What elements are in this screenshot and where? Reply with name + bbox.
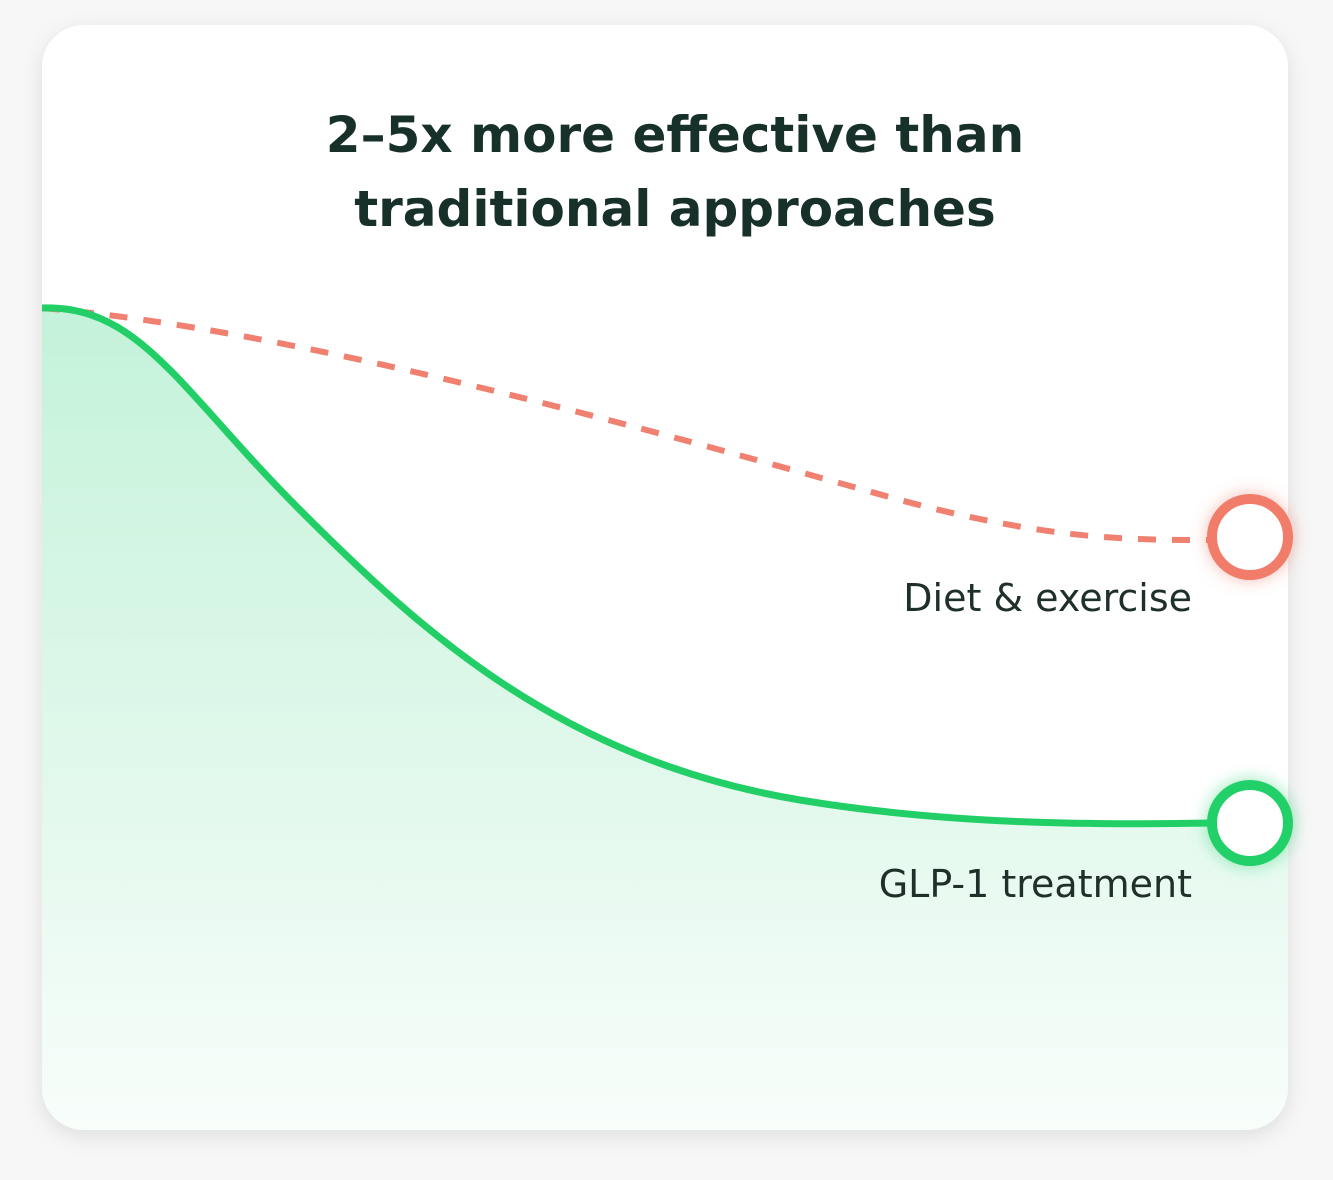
area-fill bbox=[42, 307, 1288, 1130]
glp1-label: GLP-1 treatment bbox=[878, 862, 1192, 906]
diet-label: Diet & exercise bbox=[903, 576, 1192, 620]
diet-curve bbox=[41, 305, 1211, 543]
title: 2–5x more effective than traditional app… bbox=[325, 106, 1025, 238]
glp1-endpoint bbox=[1207, 780, 1293, 866]
glp1-curve bbox=[41, 304, 1213, 828]
diet-endpoint bbox=[1207, 494, 1293, 580]
